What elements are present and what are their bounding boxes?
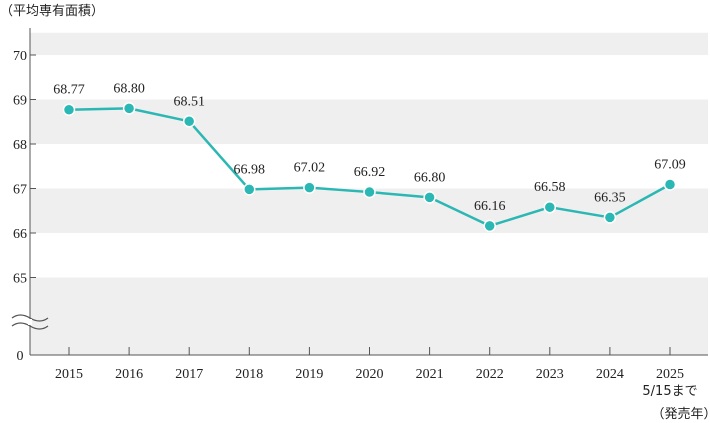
data-point: [303, 181, 316, 194]
data-point: [663, 178, 677, 191]
x-axis-label: （発売年）: [651, 406, 710, 422]
y-tick-label: 66: [13, 227, 27, 242]
data-label: 67.09: [654, 157, 686, 172]
y-axis-label: （平均専有面積）: [0, 4, 104, 19]
y-tick-label: 69: [13, 94, 27, 109]
data-point: [603, 211, 617, 224]
data-label: 68.80: [113, 81, 145, 96]
data-point: [243, 183, 256, 196]
data-point: [543, 200, 557, 214]
x-tick-label: 2023: [536, 367, 564, 382]
axes: [11, 28, 708, 356]
x-tick-label: 2022: [476, 367, 504, 382]
y-tick-label: 70: [13, 49, 27, 64]
y-tick-label: 68: [13, 138, 27, 153]
data-label: 68.77: [53, 83, 85, 98]
axis-break-gap: [28, 319, 32, 325]
axis-break-icon: [11, 314, 49, 330]
data-point: [423, 191, 436, 204]
y-axis-tick-labels: 70 69 68 67 66 65 0: [13, 49, 27, 364]
band-1: [30, 99, 708, 144]
x-tick-label: 2021: [416, 367, 444, 382]
x-axis-tick-labels: 2015 2016 2017 2018 2019 2020 2021 2022 2023 2024…: [55, 367, 684, 382]
data-label: 66.35: [594, 190, 626, 205]
x-tick-label: 2017: [175, 367, 203, 382]
x-tick-label: 2015: [55, 367, 83, 382]
data-point: [483, 219, 496, 233]
data-labels: 68.77 68.80 68.51 66.98 67.02 66.92 66.80 66.16…: [53, 81, 686, 213]
x-tick-label: 2024: [596, 367, 624, 382]
x-tick-label: 2018: [235, 367, 263, 382]
data-label: 66.80: [414, 170, 446, 185]
x-tick-label: 2020: [356, 367, 384, 382]
data-point: [122, 102, 136, 115]
axis-break-stroke: [11, 314, 49, 322]
category-note: 5/15まで: [642, 384, 697, 399]
x-tick-label: 2025: [656, 367, 684, 382]
data-point: [62, 103, 76, 116]
band-3: [30, 277, 708, 355]
data-points: [62, 102, 677, 233]
band-0: [30, 32, 708, 55]
data-label: 66.16: [474, 199, 506, 214]
y-tick-label: 67: [13, 183, 27, 198]
y-tick-label: 0: [17, 349, 24, 364]
data-label: 67.02: [294, 161, 326, 176]
x-tick-label: 2019: [295, 367, 323, 382]
data-label: 66.58: [534, 180, 566, 195]
data-point: [363, 185, 376, 199]
x-tick-label: 2016: [115, 367, 143, 382]
data-label: 66.92: [354, 165, 386, 180]
data-point: [182, 115, 196, 128]
data-label: 66.98: [234, 162, 266, 177]
background-bands: [30, 32, 708, 355]
axis-break-stroke: [11, 322, 49, 330]
data-label: 68.51: [173, 94, 205, 109]
y-tick-label: 65: [13, 272, 27, 287]
